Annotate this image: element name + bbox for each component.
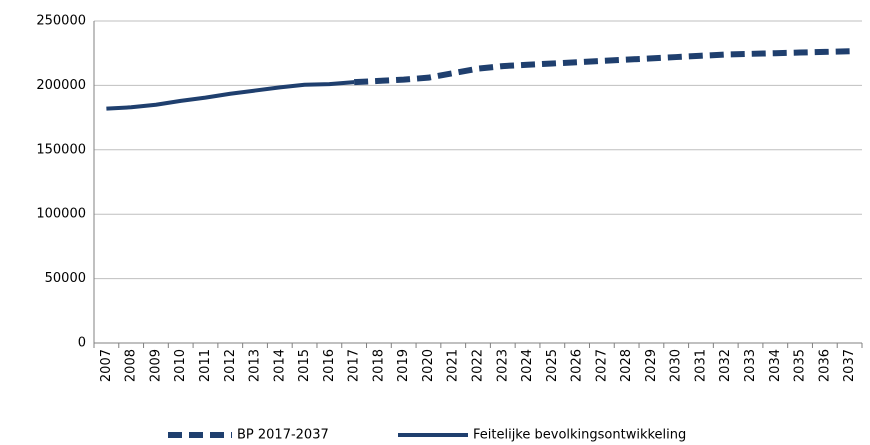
y-tick-label: 250000	[36, 14, 86, 29]
y-tick-label: 150000	[36, 142, 86, 157]
x-tick-label: 2021	[446, 349, 461, 382]
x-tick-label: 2030	[669, 349, 684, 382]
legend-label: Feitelijke bevolkingsontwikkeling	[473, 428, 686, 443]
series-line	[106, 80, 355, 111]
x-tick-label: 2007	[99, 349, 114, 382]
x-tick-label: 2008	[124, 349, 139, 382]
x-tick-label: 2016	[322, 349, 337, 382]
x-tick-label: 2014	[272, 349, 287, 382]
x-tick-label: 2036	[817, 349, 832, 382]
x-tick-label: 2017	[347, 349, 362, 382]
x-tick-label: 2022	[471, 349, 486, 382]
x-tick-label: 2033	[743, 349, 758, 382]
x-tick-label: 2015	[297, 349, 312, 382]
x-tick-label: 2037	[842, 349, 857, 382]
x-tick-label: 2025	[545, 349, 560, 382]
y-tick-label: 0	[78, 336, 86, 351]
y-tick-label: 50000	[45, 271, 86, 286]
y-tick-label: 100000	[36, 207, 86, 222]
x-tick-label: 2011	[198, 349, 213, 382]
x-tick-label: 2019	[396, 349, 411, 382]
x-tick-label: 2026	[570, 349, 585, 382]
x-tick-label: 2013	[248, 349, 263, 382]
x-tick-label: 2031	[693, 349, 708, 382]
x-tick-label: 2027	[594, 349, 609, 382]
x-tick-label: 2029	[644, 349, 659, 382]
x-tick-label: 2018	[371, 349, 386, 382]
x-tick-label: 2020	[421, 349, 436, 382]
x-tick-label: 2035	[793, 349, 808, 382]
x-tick-label: 2028	[619, 349, 634, 382]
x-tick-label: 2034	[768, 349, 783, 382]
x-tick-label: 2010	[173, 349, 188, 382]
series-line	[353, 48, 850, 86]
y-tick-label: 200000	[36, 78, 86, 93]
legend-label: BP 2017-2037	[237, 428, 329, 443]
x-tick-label: 2024	[520, 349, 535, 382]
x-tick-label: 2009	[148, 349, 163, 382]
x-tick-label: 2032	[718, 349, 733, 382]
x-tick-label: 2012	[223, 349, 238, 382]
x-tick-label: 2023	[495, 349, 510, 382]
